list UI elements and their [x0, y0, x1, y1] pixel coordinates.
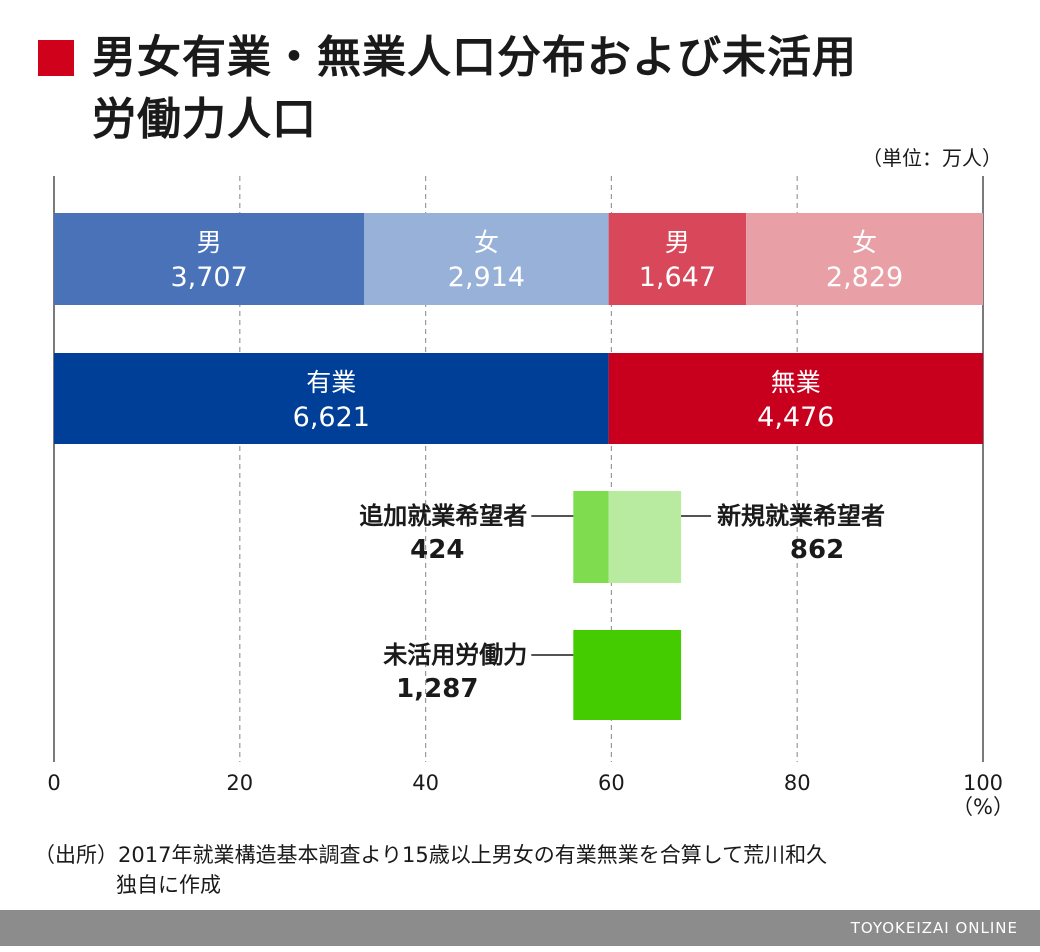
annot-value-job-seekers-0: 424	[410, 535, 464, 565]
stacked-bar-chart: 0 20 40 60 80 100（%） 男 3,707 女 2,914 男 1,647 女 2,829 有…	[47, 176, 1014, 819]
bar-value-gender-1: 2,914	[448, 262, 525, 293]
source-prefix: （出所）	[34, 843, 118, 867]
bar-value-employment-1: 4,476	[757, 402, 834, 433]
chart-title-line-2: 労働力人口	[92, 94, 317, 145]
annot-label-underutilized-0: 未活用労働力	[383, 641, 527, 669]
annot-value-job-seekers-1: 862	[790, 535, 844, 565]
x-axis-unit: （%）	[952, 795, 1014, 819]
bar-value-gender-0: 3,707	[170, 262, 247, 293]
bar-label-gender-3: 女	[852, 228, 877, 257]
bar-label-gender-1: 女	[474, 228, 499, 257]
bar-job-seekers-0	[573, 491, 609, 583]
unit-label: （単位：万人）	[862, 146, 1002, 170]
bar-label-gender-0: 男	[197, 228, 222, 257]
x-tick-label-0: 0	[47, 771, 60, 795]
bar-gender-3	[746, 213, 983, 305]
source-note: （出所）2017年就業構造基本調査より15歳以上男女の有業無業を合算して荒川和久…	[34, 840, 827, 900]
x-tick-label-40: 40	[412, 771, 439, 795]
x-tick-label-60: 60	[598, 771, 625, 795]
source-line-1: 2017年就業構造基本調査より15歳以上男女の有業無業を合算して荒川和久	[118, 843, 828, 867]
footer-bar: TOYOKEIZAI ONLINE	[0, 910, 1040, 946]
bar-value-employment-0: 6,621	[293, 402, 370, 433]
bar-employment-0	[54, 353, 609, 444]
annot-value-underutilized-0: 1,287	[396, 674, 478, 704]
source-line-2: 独自に作成	[116, 873, 221, 897]
bar-label-employment-1: 無業	[771, 368, 821, 397]
brand-label: TOYOKEIZAI ONLINE	[850, 919, 1018, 937]
bar-gender-0	[54, 213, 365, 305]
x-tick-label-80: 80	[784, 771, 811, 795]
bar-gender-2	[608, 213, 747, 305]
bar-value-gender-2: 1,647	[639, 262, 716, 293]
bar-employment-1	[608, 353, 983, 444]
bar-underutilized-0	[573, 630, 682, 720]
x-tick-label-100: 100	[963, 771, 1003, 795]
x-tick-label-20: 20	[226, 771, 253, 795]
title-marker	[38, 40, 74, 76]
bar-value-gender-3: 2,829	[826, 262, 903, 293]
annot-label-job-seekers-1: 新規就業希望者	[717, 502, 885, 530]
chart-title-line-1: 男女有業・無業人口分布および未活用	[92, 32, 857, 83]
bar-label-gender-2: 男	[665, 228, 690, 257]
bar-job-seekers-1	[608, 491, 682, 583]
annot-label-job-seekers-0: 追加就業希望者	[359, 502, 527, 530]
bar-gender-1	[364, 213, 609, 305]
bar-label-employment-0: 有業	[306, 368, 356, 397]
